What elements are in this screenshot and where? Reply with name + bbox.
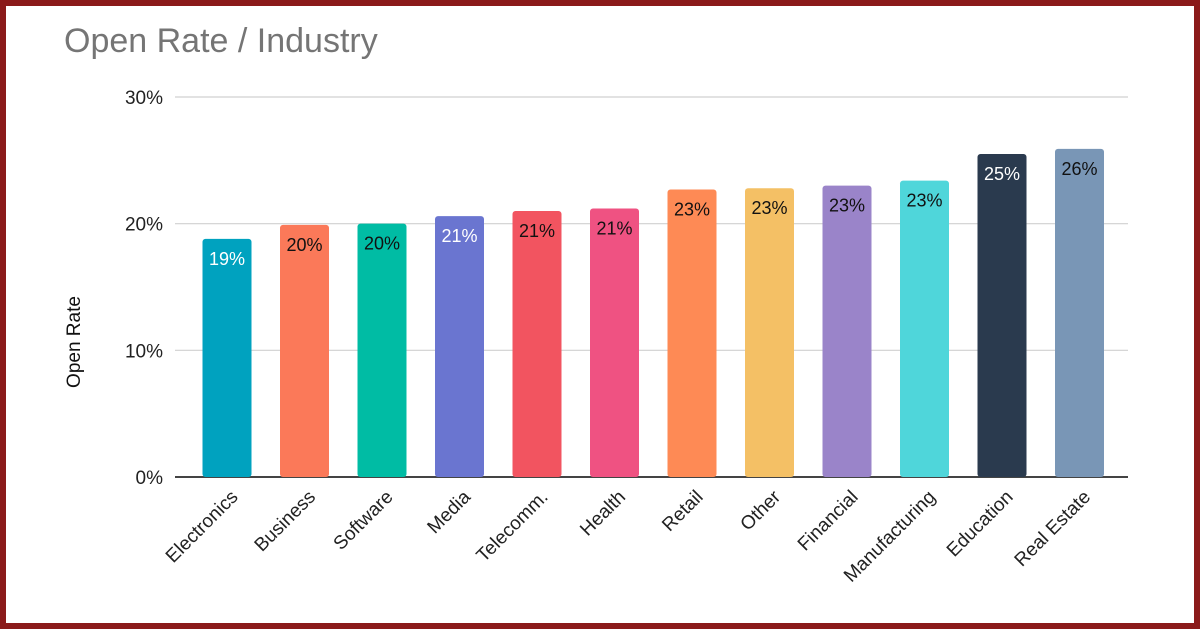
data-label: 21% — [596, 218, 632, 238]
data-labels: 19% 20% 20% 21% 21% 21% 23% 23% 23% 23% 25% 26% — [209, 159, 1098, 269]
category-label: Electronics — [162, 487, 243, 568]
bars — [202, 148, 1104, 478]
bar-financial — [822, 185, 872, 477]
grid-lines — [175, 96, 1128, 478]
category-label: Telecomm. — [473, 487, 553, 567]
category-label: Real Estate — [1011, 487, 1095, 571]
bar-telecomm — [512, 211, 562, 477]
y-tick-label: 20% — [125, 215, 163, 236]
data-label: 23% — [674, 199, 710, 219]
y-tick-label: 30% — [125, 88, 163, 109]
data-label: 20% — [286, 235, 322, 255]
data-label: 19% — [209, 249, 245, 269]
data-label: 23% — [906, 191, 942, 211]
category-label: Software — [330, 487, 398, 555]
bar-other — [745, 188, 794, 477]
category-label: Other — [737, 486, 786, 535]
bar-electronics — [202, 238, 252, 477]
data-label: 20% — [364, 234, 400, 254]
data-label: 21% — [519, 221, 555, 241]
category-label: Business — [251, 487, 320, 556]
bar-real-estate — [1055, 148, 1104, 477]
chart-title: Open Rate / Industry — [64, 22, 378, 60]
category-label: Media — [424, 486, 476, 538]
data-label: 23% — [829, 196, 865, 216]
category-labels: Electronics Business Software MediaTelecomm… — [162, 486, 1095, 586]
bar-retail — [667, 189, 717, 477]
bar-health — [590, 208, 639, 477]
category-label: Financial — [794, 487, 863, 556]
data-label: 23% — [751, 198, 787, 218]
category-label: Education — [943, 487, 1018, 562]
bar-software — [357, 223, 407, 477]
bar-education — [977, 154, 1027, 477]
bar-business — [280, 224, 329, 477]
bar-media — [435, 216, 484, 478]
data-label: 21% — [441, 226, 477, 246]
category-label: Retail — [658, 487, 707, 536]
bar-manufacturing — [900, 180, 949, 477]
data-label: 25% — [984, 164, 1020, 184]
category-label: Health — [576, 487, 630, 541]
y-tick-label: 0% — [136, 468, 164, 489]
y-axis-title: Open Rate — [64, 296, 85, 388]
y-tick-label: 10% — [125, 341, 163, 362]
data-label: 26% — [1061, 159, 1097, 179]
y-axis-ticks: 0% 10% 20% 30% — [125, 88, 163, 489]
